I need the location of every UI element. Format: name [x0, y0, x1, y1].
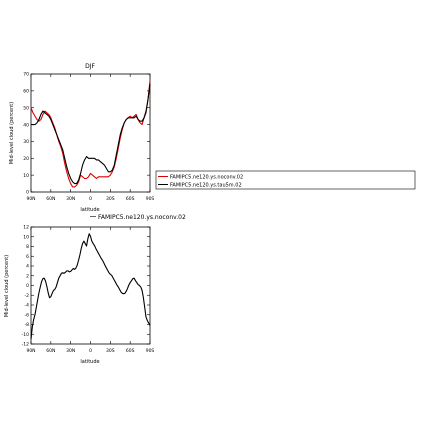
bottom-x-tick-label: 30N — [66, 348, 75, 354]
top-x-axis: 90N 60N 30N 0 30S 60S 90S — [26, 74, 154, 202]
bottom-x-tick-label: 30S — [106, 348, 115, 354]
bottom-y-tick-label: -2 — [25, 293, 30, 299]
bottom-y-axis: -12 -10 -8 -6 -4 -2 0 2 4 6 8 10 12 — [22, 225, 150, 348]
top-series-line-famipc5-ne120-ys-tau5m-02 — [31, 84, 151, 185]
bottom-y-tick-label: 0 — [26, 283, 29, 289]
top-legend-box — [155, 170, 416, 190]
top-series-line-famipc5-ne120-ys-noconv-02 — [30, 80, 151, 188]
bottom-x-axis-label: latitude — [80, 359, 99, 365]
bottom-y-tick-label: 12 — [23, 225, 29, 231]
bottom-y-tick-label: 6 — [26, 254, 29, 260]
top-chart-title: DJF — [85, 63, 95, 70]
legend-label-tau5m: FAMIPC5.ne120.ys.tau5m.02 — [170, 183, 242, 189]
bottom-y-tick-label: -8 — [25, 322, 30, 328]
bottom-panel: FAMIPC5.ne120.ys.noconv.02 -12-10-8-6-4-… — [4, 214, 186, 365]
top-x-axis-label: latitude — [80, 207, 99, 213]
top-x-tick-label: 0 — [89, 196, 92, 202]
top-y-tick-label: 40 — [23, 122, 29, 128]
bottom-series-line-famipc5-ne120-ys-noconv-02 — [30, 233, 151, 340]
bottom-plot-lines — [30, 233, 151, 340]
bottom-legend-label: FAMIPC5.ne120.ys.noconv.02 — [98, 214, 186, 221]
bottom-y-tick-label: -12 — [22, 342, 29, 348]
top-y-axis-label: Mid-level cloud (percent) — [9, 102, 15, 164]
bottom-x-tick-label: 0 — [89, 348, 92, 354]
bottom-y-tick-label: -6 — [25, 312, 30, 318]
top-plot-lines — [30, 80, 151, 188]
bottom-x-tick-label: 90N — [26, 348, 35, 354]
top-y-tick-label: 70 — [23, 72, 29, 78]
bottom-y-tick-label: 8 — [26, 244, 29, 250]
bottom-y-tick-label: 10 — [23, 234, 29, 240]
bottom-y-tick-label: 4 — [26, 264, 29, 270]
top-y-tick-label: 60 — [23, 89, 29, 95]
bottom-x-tick-label: 60N — [46, 348, 55, 354]
top-y-tick-label: 20 — [23, 156, 29, 162]
top-y-tick-label: 50 — [23, 105, 29, 111]
top-y-tick-label: 30 — [23, 139, 29, 145]
top-x-tick-label: 90S — [146, 196, 155, 202]
bottom-y-tick-label: 2 — [26, 273, 29, 279]
bottom-plot-frame — [30, 226, 151, 345]
bottom-y-tick-label: -10 — [22, 332, 29, 338]
top-x-tick-label: 60N — [46, 196, 55, 202]
top-x-tick-label: 60S — [126, 196, 135, 202]
bottom-x-tick-label: 60S — [126, 348, 135, 354]
top-x-tick-label: 90N — [26, 196, 35, 202]
top-y-tick-label: 10 — [23, 173, 29, 179]
top-y-tick-label: 0 — [26, 190, 29, 196]
top-x-tick-label: 30N — [66, 196, 75, 202]
bottom-x-tick-label: 90S — [146, 348, 155, 354]
bottom-x-axis: 90N 60N 30N 0 30S 60S 90S — [26, 227, 154, 354]
top-y-axis: 0 10 20 30 40 50 60 70 — [23, 72, 150, 196]
bottom-y-tick-label: -4 — [25, 303, 30, 309]
legend-label-noconv: FAMIPC5.ne120.ys.noconv.02 — [170, 175, 243, 181]
bottom-y-axis-label: Mid-level cloud (percent) — [4, 255, 10, 317]
top-x-tick-label: 30S — [106, 196, 115, 202]
